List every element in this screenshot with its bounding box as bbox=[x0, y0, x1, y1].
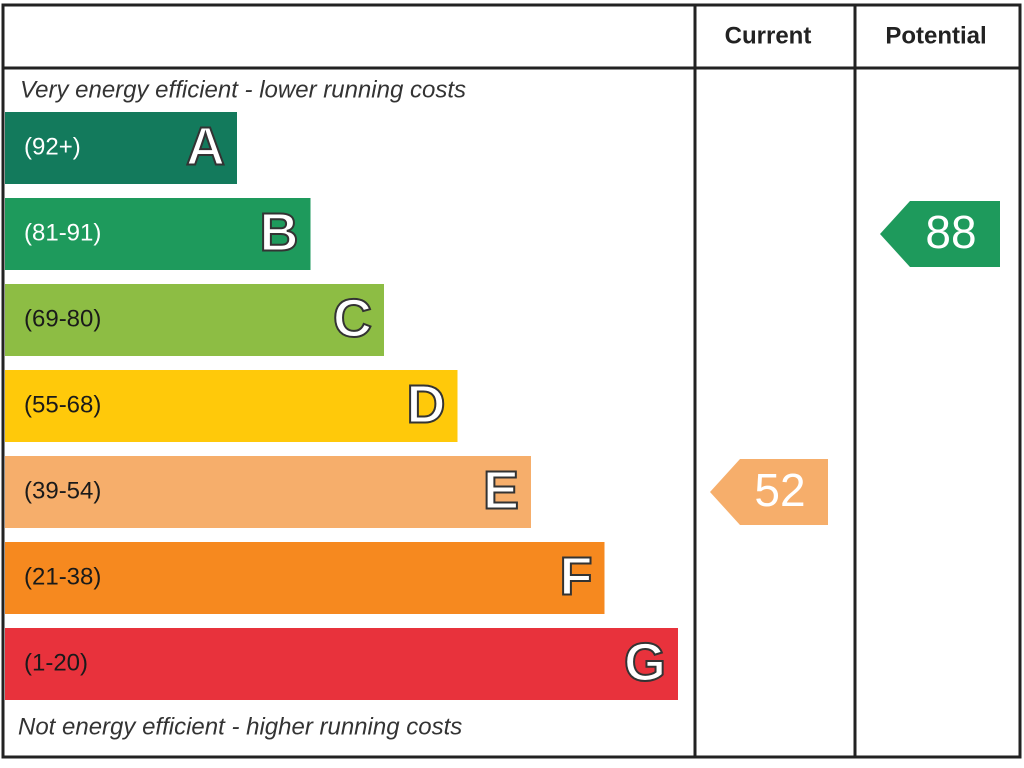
band-bar bbox=[5, 628, 678, 700]
band-bar bbox=[5, 370, 458, 442]
top-note: Very energy efficient - lower running co… bbox=[20, 76, 466, 103]
band-letter: G bbox=[624, 632, 666, 692]
band-letter: C bbox=[333, 288, 372, 348]
band-range: (55-68) bbox=[24, 391, 101, 418]
frame bbox=[1, 3, 1022, 759]
band-bar bbox=[5, 198, 311, 270]
rating-arrow bbox=[880, 201, 1000, 267]
band-range: (39-54) bbox=[24, 477, 101, 504]
band-letter: B bbox=[260, 202, 299, 262]
band-range: (1-20) bbox=[24, 649, 88, 676]
band-range: (21-38) bbox=[24, 563, 101, 590]
band-bar bbox=[5, 284, 384, 356]
band-bar bbox=[5, 456, 531, 528]
column-header: Potential bbox=[885, 22, 986, 49]
band-letter: E bbox=[483, 460, 519, 520]
rating-arrow bbox=[710, 459, 828, 525]
band-range: (81-91) bbox=[24, 219, 101, 246]
rating-value: 88 bbox=[925, 206, 976, 258]
rating-value: 52 bbox=[754, 464, 805, 516]
band-bar bbox=[5, 542, 605, 614]
band-letter: A bbox=[186, 116, 225, 176]
band-range: (92+) bbox=[24, 133, 81, 160]
band-range: (69-80) bbox=[24, 305, 101, 332]
bottom-note: Not energy efficient - higher running co… bbox=[18, 713, 462, 740]
band-bar bbox=[5, 112, 237, 184]
outer-border bbox=[1, 3, 1022, 759]
band-letter: D bbox=[407, 374, 446, 434]
band-letter: F bbox=[560, 546, 593, 606]
column-header: Current bbox=[725, 22, 812, 49]
